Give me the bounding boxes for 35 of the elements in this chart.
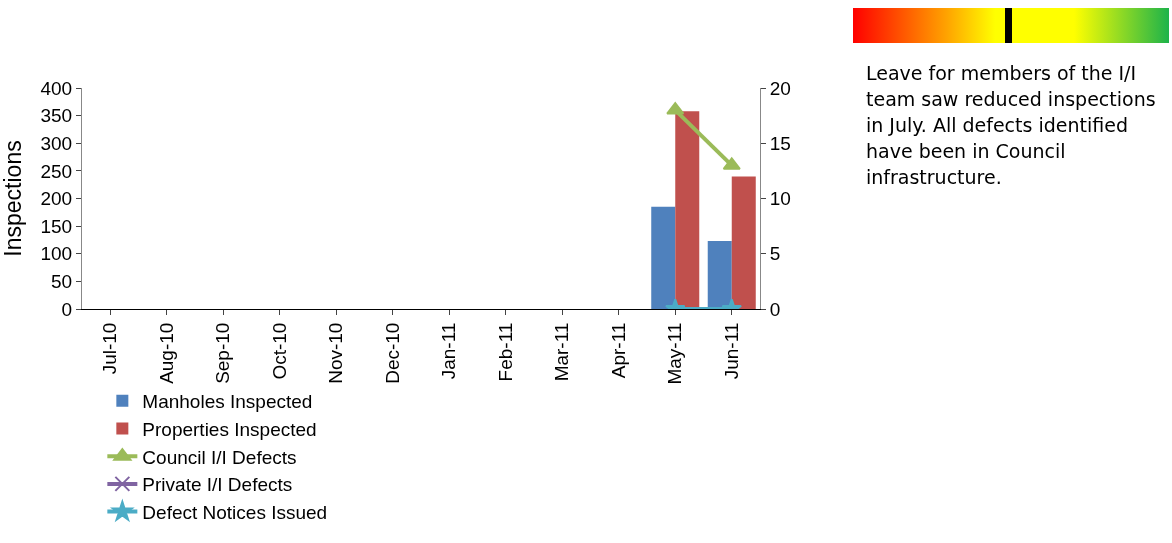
x-tick-label: May-11 xyxy=(664,322,686,385)
x-tick-label: Dec-10 xyxy=(381,322,403,384)
x-tick-label: Jun-11 xyxy=(720,322,742,380)
legend-label: Manholes Inspected xyxy=(142,391,313,413)
x-tick-label: Oct-10 xyxy=(268,322,290,380)
y-tick-label: 350 xyxy=(40,105,73,127)
y-tick-label: 250 xyxy=(40,160,73,182)
legend-label: Private I/I Defects xyxy=(142,474,293,496)
y-axis-title: Inspections xyxy=(0,140,26,257)
legend-label: Properties Inspected xyxy=(142,418,317,440)
y-tick-label: 300 xyxy=(40,132,73,154)
y2-tick-label: 10 xyxy=(769,188,791,210)
legend-label: Council I/I Defects xyxy=(142,446,297,468)
x-tick-label: Mar-11 xyxy=(551,322,573,382)
y2-tick-label: 20 xyxy=(769,77,791,99)
y-tick-label: 50 xyxy=(51,271,73,293)
bar xyxy=(731,176,756,309)
bar xyxy=(651,206,676,309)
text: Leave for members of the I/I team saw reduced inspections in July. All defects identified have been in Council infrastructure. xyxy=(866,61,1157,190)
x-tick-label: Nov-10 xyxy=(325,322,347,384)
x-tick-label: Feb-11 xyxy=(494,322,516,382)
legend-label: Defect Notices Issued xyxy=(142,501,328,523)
y-tick-label: 200 xyxy=(40,188,73,210)
x-tick-label: Aug-10 xyxy=(155,322,177,384)
y2-tick-label: 5 xyxy=(769,243,781,265)
y-tick-label: 400 xyxy=(40,77,73,99)
y2-tick-label: 0 xyxy=(769,298,781,320)
y-tick-label: 150 xyxy=(40,215,73,237)
x-tick-label: Apr-11 xyxy=(607,322,629,379)
y-tick-label: 100 xyxy=(40,243,73,265)
x-tick-label: Jan-11 xyxy=(438,322,460,380)
y2-tick-label: 15 xyxy=(769,132,791,154)
y-tick-label: 0 xyxy=(61,298,73,320)
x-tick-label: Jul-10 xyxy=(99,322,121,375)
x-tick-label: Sep-10 xyxy=(212,322,234,384)
